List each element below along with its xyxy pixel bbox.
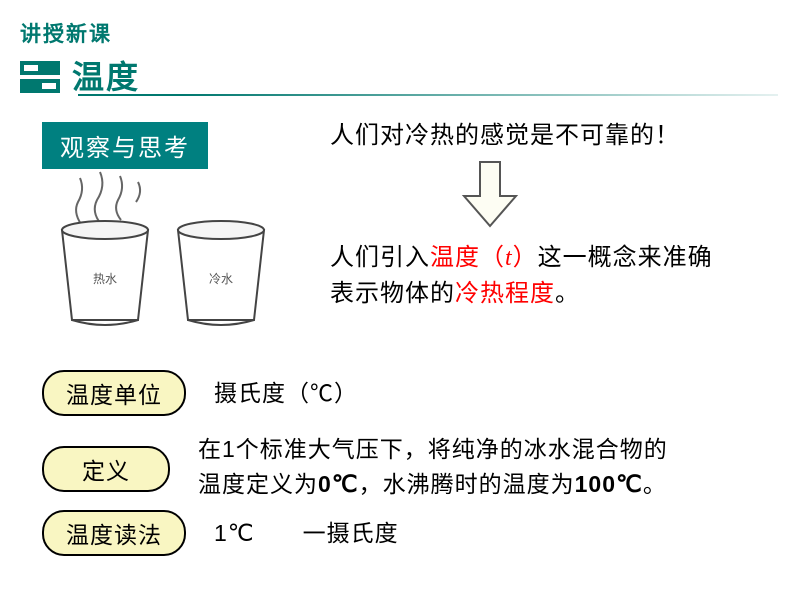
reading-pill: 温度读法 xyxy=(42,510,186,556)
read-say: 一摄氏度 xyxy=(303,520,399,546)
intro-text: 人们对冷热的感觉是不可靠的！ xyxy=(330,115,680,150)
def-a: 在1个标准大气压下，将纯净的冰水混合物的 xyxy=(198,436,668,462)
lesson-header: 讲授新课 xyxy=(20,18,112,48)
def-d: ，水沸腾时的温度为 xyxy=(359,471,575,497)
observe-tag: 观察与思考 xyxy=(42,122,208,169)
concept-2b: 冷热程度 xyxy=(455,280,555,307)
section-title: 温度 xyxy=(72,52,140,98)
def-b: 温度定义为 xyxy=(198,471,318,497)
read-value: 1℃ xyxy=(214,520,255,546)
concept-paren-r: ） xyxy=(513,244,538,271)
concept-f: 这一概念来准确 xyxy=(538,244,713,271)
definition-pill: 定义 xyxy=(42,446,170,492)
definition-row: 定义 在1个标准大气压下，将纯净的冰水混合物的 温度定义为0℃，水沸腾时的温度为… xyxy=(42,432,668,501)
hot-label: 热水 xyxy=(93,272,117,286)
concept-a: 人们引入 xyxy=(330,244,430,271)
unit-pill: 温度单位 xyxy=(42,370,186,416)
cold-label: 冷水 xyxy=(209,272,233,286)
concept-2a: 表示物体的 xyxy=(330,280,455,307)
section-title-row: 温度 xyxy=(20,52,140,98)
concept-paren-l: （ xyxy=(480,244,505,271)
unit-text: 摄氏度（℃） xyxy=(214,376,358,411)
concept-b: 温度 xyxy=(430,244,480,271)
concept-2c: 。 xyxy=(555,280,580,307)
reading-row: 温度读法 1℃ 一摄氏度 xyxy=(42,510,399,556)
reading-text: 1℃ 一摄氏度 xyxy=(214,516,399,551)
concept-t: t xyxy=(505,245,513,271)
def-e: 100℃ xyxy=(575,471,643,497)
title-underline xyxy=(78,94,778,96)
def-f: 。 xyxy=(643,471,667,497)
down-arrow-icon xyxy=(460,160,520,235)
unit-row: 温度单位 摄氏度（℃） xyxy=(42,370,358,416)
concept-text: 人们引入温度（t）这一概念来准确 表示物体的冷热程度。 xyxy=(330,240,713,312)
section-icon xyxy=(20,55,60,95)
cups-illustration: 热水 冷水 xyxy=(42,168,272,333)
definition-text: 在1个标准大气压下，将纯净的冰水混合物的 温度定义为0℃，水沸腾时的温度为100… xyxy=(198,432,668,501)
def-c: 0℃ xyxy=(318,471,359,497)
